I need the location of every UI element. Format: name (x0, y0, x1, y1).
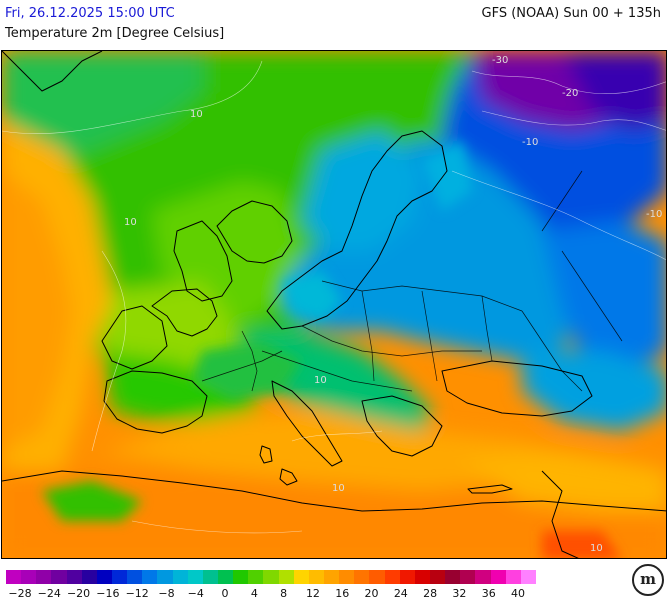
legend-swatch (384, 570, 400, 584)
legend-swatch (172, 570, 188, 584)
legend-swatch (520, 570, 536, 584)
legend-tick-label: 32 (452, 587, 467, 600)
legend-swatch (127, 570, 143, 584)
legend-tick-label: 28 (423, 587, 438, 600)
legend-swatch (308, 570, 324, 584)
legend-tick-label: 4 (250, 587, 258, 600)
legend-swatch (21, 570, 37, 584)
legend-swatch (505, 570, 521, 584)
legend-swatch (293, 570, 309, 584)
legend-swatch (66, 570, 82, 584)
legend-swatch (51, 570, 67, 584)
legend-tick-label: −28 (8, 587, 32, 600)
legend-swatch (187, 570, 203, 584)
legend-tick-label: 16 (335, 587, 350, 600)
legend-tick-label: 8 (280, 587, 288, 600)
isotherm-label: 10 (190, 109, 203, 120)
legend-tick-label: −24 (37, 587, 61, 600)
isotherm-label: -30 (492, 55, 508, 66)
legend-swatch (217, 570, 234, 584)
legend-swatch (111, 570, 128, 584)
legend-swatch (248, 570, 264, 584)
legend-swatch (475, 570, 491, 584)
legend-swatch (6, 570, 22, 584)
color-scale-legend (6, 570, 536, 584)
legend-swatch (445, 570, 461, 584)
forecast-datetime: Fri, 26.12.2025 15:00 UTC (5, 6, 175, 21)
legend-swatch (490, 570, 506, 584)
legend-swatch (81, 570, 97, 584)
legend-swatch (96, 570, 112, 584)
legend-tick-label: −20 (66, 587, 91, 600)
isotherm-label: -20 (562, 88, 578, 99)
legend-tick-label: −8 (158, 587, 175, 600)
color-scale-ticks: −28 −24 −20 −16 −12 −8 −4 0 4 8 12 16 20 24 28 32 36 40 (6, 587, 536, 600)
legend-tick-label: −16 (96, 587, 120, 600)
logo-letter: m (640, 570, 656, 588)
meteo-logo[interactable]: m (632, 564, 664, 596)
legend-swatch (460, 570, 476, 584)
isotherm-label: -10 (522, 137, 538, 148)
isotherm-labels: 10 10 -30 -20 -10 -10 10 10 10 (124, 55, 662, 554)
legend-tick-label: 36 (481, 587, 496, 600)
legend-tick-label: 20 (364, 587, 379, 600)
coastlines (2, 51, 666, 558)
legend-swatch (429, 570, 446, 584)
legend-tick-label: 24 (393, 587, 408, 600)
legend-tick-label: −4 (187, 587, 204, 600)
legend-swatch (36, 570, 52, 584)
legend-swatch (263, 570, 279, 584)
legend-swatch (278, 570, 294, 584)
legend-swatch (339, 570, 355, 584)
isotherm-label: 10 (124, 217, 137, 228)
isotherm-label: 10 (314, 375, 327, 386)
legend-swatch (369, 570, 385, 584)
country-borders (201, 170, 623, 392)
legend-swatch (414, 570, 430, 584)
model-run-label: GFS (NOAA) Sun 00 + 135h (481, 6, 661, 21)
isotherm-label: 10 (590, 543, 603, 554)
legend-swatch (233, 570, 249, 584)
legend-swatch (157, 570, 173, 584)
variable-title: Temperature 2m [Degree Celsius] (5, 26, 225, 41)
legend-swatch (323, 570, 340, 584)
isotherm-label: -10 (646, 209, 662, 220)
isotherm-lines (2, 60, 666, 534)
legend-swatch (399, 570, 415, 584)
legend-tick-label: 40 (511, 587, 525, 600)
temperature-map[interactable]: 10 10 -30 -20 -10 -10 10 10 10 (1, 50, 667, 559)
legend-swatch (142, 570, 158, 584)
temperature-field (2, 51, 666, 558)
legend-swatch (354, 570, 370, 584)
legend-swatch (202, 570, 218, 584)
legend-tick-label: −12 (125, 587, 149, 600)
isotherm-label: 10 (332, 483, 345, 494)
legend-tick-label: 12 (305, 587, 320, 600)
legend-tick-label: 0 (221, 587, 229, 600)
